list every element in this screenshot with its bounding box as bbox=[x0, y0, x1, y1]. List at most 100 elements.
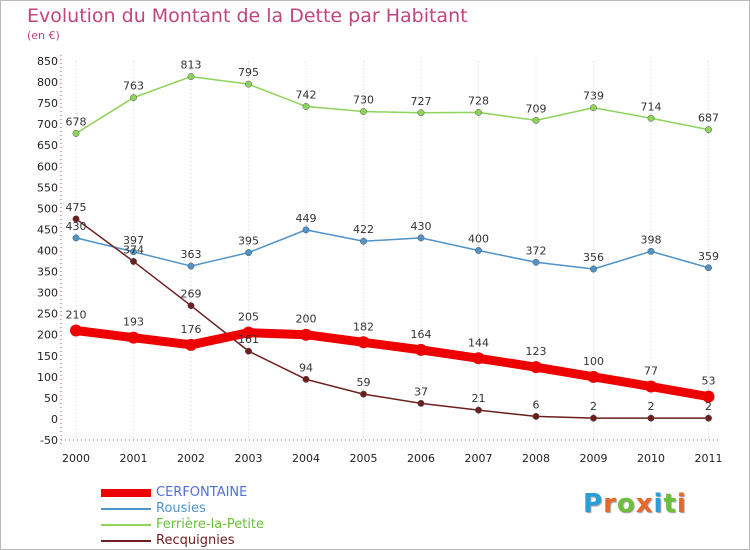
logo-letter: o bbox=[616, 489, 636, 519]
y-tick-label: 150 bbox=[37, 350, 58, 363]
y-tick-label: 850 bbox=[37, 55, 58, 68]
y-tick-label: 650 bbox=[37, 139, 58, 152]
data-label-rousies: 400 bbox=[468, 233, 489, 246]
y-tick-label: 250 bbox=[37, 308, 58, 321]
y-tick-label: 700 bbox=[37, 118, 58, 131]
point-ferriere-la-petite bbox=[647, 114, 655, 122]
point-recquignies bbox=[647, 414, 655, 422]
data-label-cerfontaine: 123 bbox=[526, 345, 547, 358]
y-tick-label: 500 bbox=[37, 202, 58, 215]
point-rousies bbox=[302, 226, 310, 234]
data-label-rousies: 449 bbox=[296, 212, 317, 225]
y-tick-label: 300 bbox=[37, 287, 58, 300]
data-label-cerfontaine: 100 bbox=[583, 355, 604, 368]
legend-swatch bbox=[101, 540, 151, 542]
point-rousies bbox=[532, 258, 540, 266]
x-tick-label: 2000 bbox=[62, 452, 90, 465]
data-label-cerfontaine: 164 bbox=[411, 328, 432, 341]
y-tick-label: 200 bbox=[37, 329, 58, 342]
data-label-rousies: 359 bbox=[698, 250, 719, 263]
x-tick-label: 2004 bbox=[292, 452, 320, 465]
point-rousies bbox=[705, 264, 712, 272]
legend-swatch bbox=[101, 489, 151, 497]
point-recquignies bbox=[475, 406, 482, 414]
data-label-rousies: 422 bbox=[353, 223, 374, 236]
data-label-ferriere-la-petite: 687 bbox=[698, 112, 719, 125]
point-cerfontaine bbox=[415, 343, 427, 356]
point-ferriere-la-petite bbox=[302, 103, 310, 110]
y-tick-label: 50 bbox=[44, 392, 58, 405]
y-tick-label: 400 bbox=[37, 245, 58, 258]
chart-title: Evolution du Montant de la Dette par Hab… bbox=[27, 5, 468, 27]
data-label-recquignies: 374 bbox=[123, 243, 144, 256]
data-label-cerfontaine: 77 bbox=[644, 365, 658, 378]
point-recquignies bbox=[187, 302, 195, 310]
point-ferriere-la-petite bbox=[130, 94, 137, 102]
legend-swatch bbox=[101, 524, 151, 526]
x-tick-label: 2005 bbox=[350, 452, 378, 465]
data-label-recquignies: 21 bbox=[472, 392, 486, 405]
x-tick-label: 2009 bbox=[580, 452, 608, 465]
y-tick-label: 350 bbox=[37, 266, 58, 279]
x-tick-label: 2001 bbox=[120, 452, 148, 465]
point-recquignies bbox=[302, 375, 310, 383]
logo-letter: i bbox=[653, 489, 664, 519]
series-group bbox=[70, 73, 715, 422]
point-rousies bbox=[187, 262, 195, 270]
data-label-ferriere-la-petite: 709 bbox=[526, 102, 547, 115]
point-recquignies bbox=[590, 414, 597, 422]
data-label-rousies: 430 bbox=[411, 220, 432, 233]
x-tick-label: 2003 bbox=[235, 452, 263, 465]
proxiti-logo: Proxiti bbox=[583, 489, 687, 519]
point-rousies bbox=[647, 247, 655, 255]
point-cerfontaine bbox=[70, 324, 82, 337]
data-label-rousies: 397 bbox=[123, 234, 144, 247]
point-ferriere-la-petite bbox=[590, 104, 597, 112]
legend-swatch bbox=[101, 508, 151, 510]
data-label-cerfontaine: 176 bbox=[181, 323, 202, 336]
legend-label: CERFONTAINE bbox=[156, 485, 248, 500]
point-cerfontaine bbox=[357, 336, 370, 349]
data-labels: 678 763 813 795 742 730 727 728 709 739 714 687 430 3… bbox=[66, 59, 720, 414]
point-rousies bbox=[475, 247, 482, 254]
point-cerfontaine bbox=[127, 331, 140, 344]
series-line-recquignies bbox=[75, 218, 710, 419]
data-label-rousies: 356 bbox=[583, 251, 604, 264]
y-tick-label: 600 bbox=[37, 160, 58, 173]
logo-letter: i bbox=[676, 489, 687, 519]
data-label-cerfontaine: 205 bbox=[238, 311, 259, 324]
data-label-recquignies: 2 bbox=[590, 400, 597, 413]
data-label-recquignies: 6 bbox=[533, 398, 540, 411]
series-line-rousies bbox=[75, 229, 710, 270]
point-rousies bbox=[360, 237, 367, 245]
series-line-ferriere-la-petite bbox=[75, 75, 710, 135]
chart-unit: (en €) bbox=[27, 29, 60, 42]
point-recquignies bbox=[417, 399, 425, 407]
point-recquignies bbox=[130, 257, 137, 265]
point-recquignies bbox=[245, 347, 252, 355]
data-label-cerfontaine: 210 bbox=[66, 309, 87, 322]
data-label-ferriere-la-petite: 678 bbox=[66, 115, 87, 128]
data-label-ferriere-la-petite: 742 bbox=[296, 88, 317, 101]
point-rousies bbox=[245, 249, 252, 257]
point-recquignies bbox=[532, 412, 540, 420]
point-rousies bbox=[72, 234, 80, 242]
point-cerfontaine bbox=[702, 390, 715, 403]
data-label-recquignies: 269 bbox=[181, 288, 202, 301]
logo-letter: r bbox=[603, 489, 617, 519]
logo-letter: P bbox=[583, 489, 604, 519]
y-tick-label: 550 bbox=[37, 181, 58, 194]
point-ferriere-la-petite bbox=[360, 108, 367, 115]
data-label-cerfontaine: 200 bbox=[296, 313, 317, 326]
logo-letter: t bbox=[663, 489, 677, 519]
point-ferriere-la-petite bbox=[475, 108, 482, 116]
data-label-ferriere-la-petite: 813 bbox=[181, 59, 202, 72]
y-tick-label: 750 bbox=[37, 97, 58, 110]
y-tick-label: 100 bbox=[37, 371, 58, 384]
legend-label: Ferrière-la-Petite bbox=[156, 517, 265, 532]
x-tick-label: 2008 bbox=[522, 452, 550, 465]
point-cerfontaine bbox=[587, 370, 600, 383]
legend-label: Recquignies bbox=[156, 533, 235, 548]
point-recquignies bbox=[360, 390, 367, 398]
